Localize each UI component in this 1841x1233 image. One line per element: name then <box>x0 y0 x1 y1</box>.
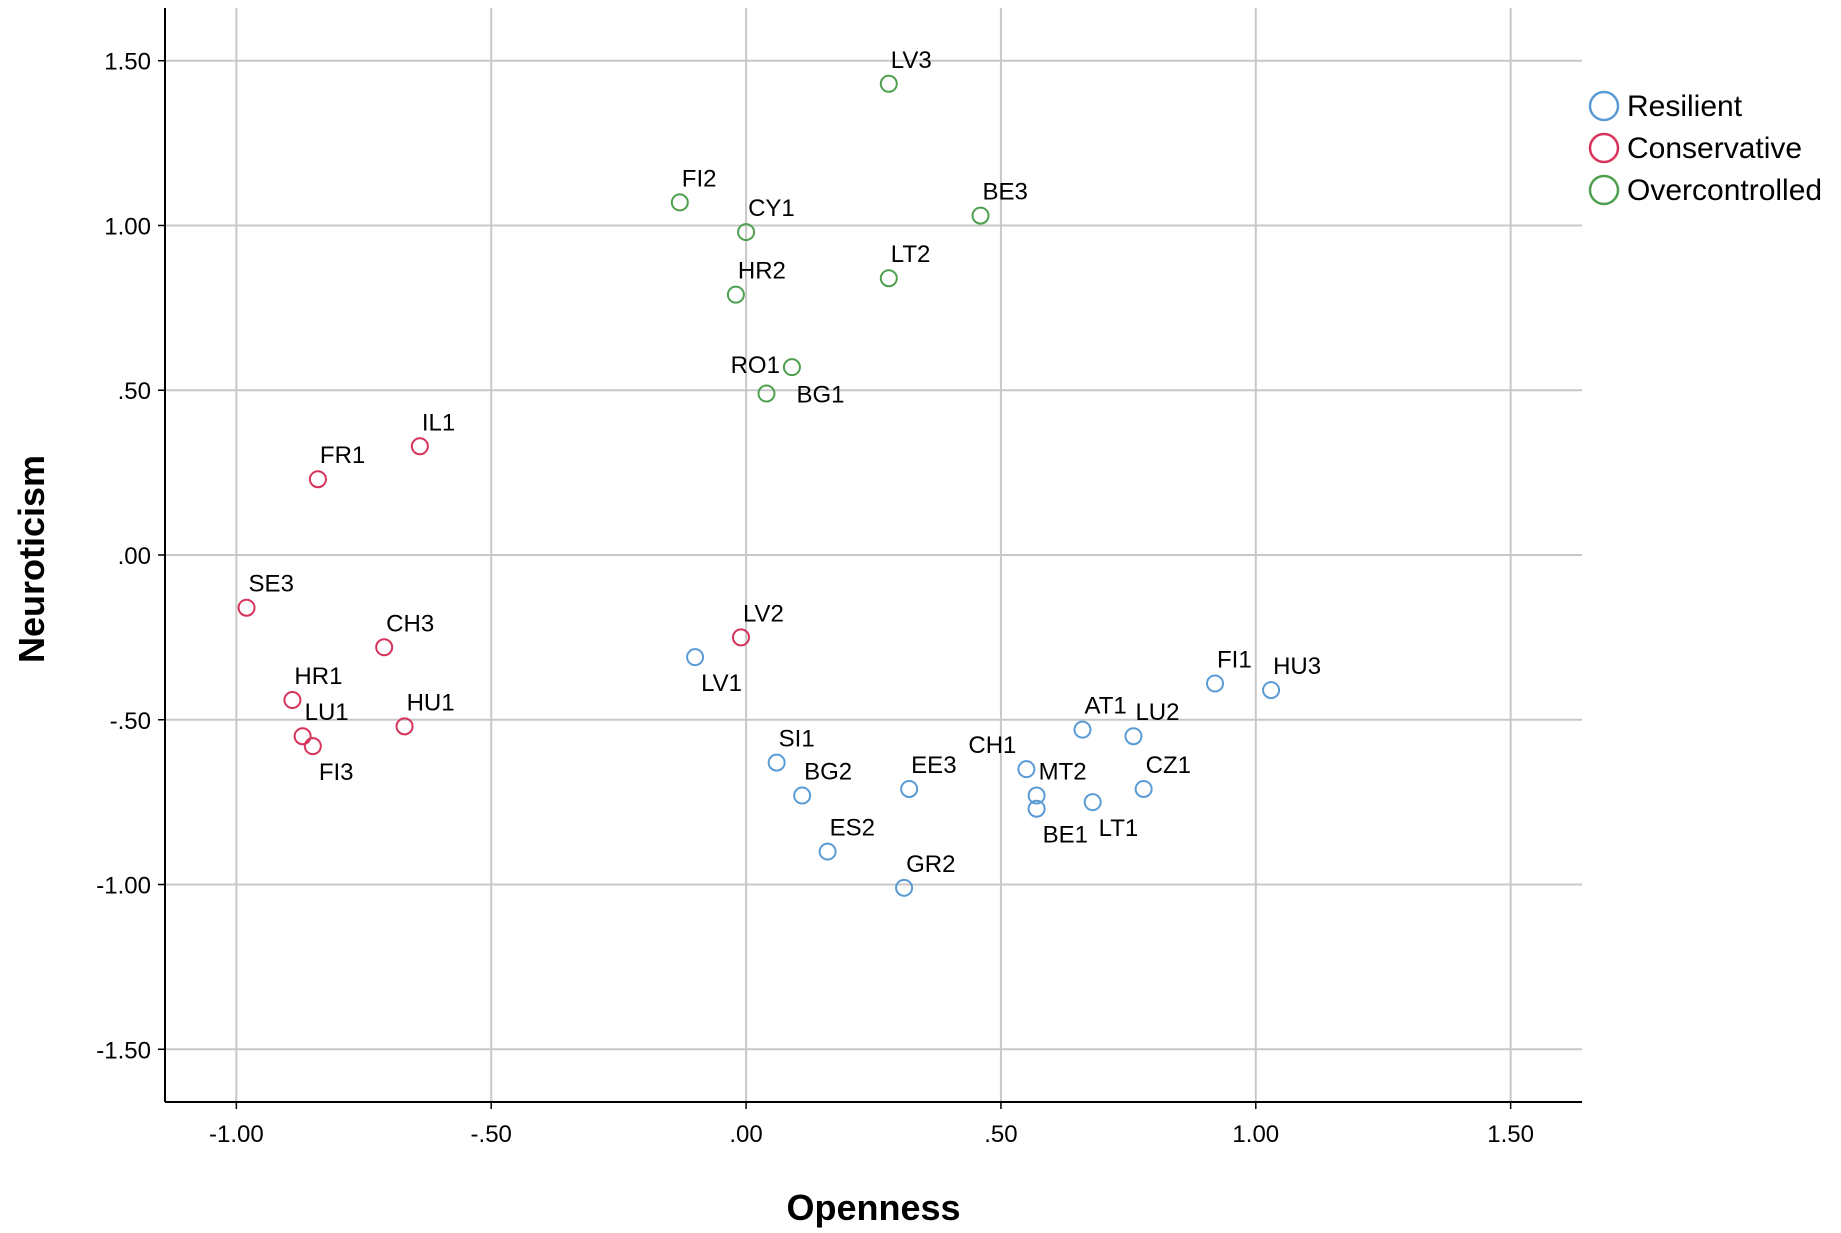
point-label-fr1: FR1 <box>320 442 365 469</box>
point-label-ch3: CH3 <box>386 610 434 637</box>
legend-marker-overcontrolled <box>1588 174 1620 206</box>
point-label-hu3: HU3 <box>1273 653 1321 680</box>
point-label-lt2: LT2 <box>891 241 931 268</box>
data-point-ro1 <box>782 358 801 377</box>
legend-marker-conservative <box>1588 132 1620 164</box>
data-point-gr2 <box>895 878 914 897</box>
data-point-hr2 <box>726 285 745 304</box>
legend-marker-resilient <box>1588 90 1620 122</box>
legend-label-resilient: Resilient <box>1627 90 1743 123</box>
data-point-be1 <box>1027 799 1046 818</box>
point-label-lu1: LU1 <box>305 699 349 726</box>
point-label-lu2: LU2 <box>1135 699 1179 726</box>
point-label-cz1: CZ1 <box>1146 752 1191 779</box>
data-point-si1 <box>767 753 786 772</box>
data-point-lu1 <box>293 727 312 746</box>
x-tick-labels: -1.00 -.50 .00 .50 1.00 1.50 <box>209 1121 1534 1148</box>
data-point-lv1 <box>686 648 705 667</box>
point-label-at1: AT1 <box>1084 693 1126 720</box>
point-label-es2: ES2 <box>830 815 875 842</box>
data-point-fi1 <box>1206 674 1225 693</box>
point-label-se3: SE3 <box>249 571 294 598</box>
x-tick-label: 1.50 <box>1487 1121 1534 1148</box>
point-label-lv1: LV1 <box>701 670 742 697</box>
point-label-bg1: BG1 <box>796 382 844 409</box>
x-tick-label: .00 <box>729 1121 762 1148</box>
y-tick-label: -.50 <box>110 708 151 735</box>
data-point-lu2 <box>1124 727 1143 746</box>
data-point-fi2 <box>670 193 689 212</box>
point-label-lv3: LV3 <box>891 47 932 74</box>
point-label-fi1: FI1 <box>1217 647 1252 674</box>
data-point-cy1 <box>737 223 756 242</box>
x-tick-label: -1.00 <box>209 1121 264 1148</box>
data-point-lt2 <box>879 269 898 288</box>
data-point-at1 <box>1073 720 1092 739</box>
data-point-mt2 <box>1027 786 1046 805</box>
y-tick-labels: 1.50 1.00 .50 .00 -.50 -1.00 -1.50 <box>96 49 151 1065</box>
legend: Resilient Conservative Overcontrolled <box>1588 90 1822 207</box>
data-point-ch1 <box>1017 760 1036 779</box>
data-point-lv3 <box>879 74 898 93</box>
x-tick-label: -.50 <box>471 1121 512 1148</box>
point-label-ee3: EE3 <box>911 752 956 779</box>
data-point-bg1 <box>757 384 776 403</box>
data-point-ch3 <box>375 638 394 657</box>
point-label-hu1: HU1 <box>407 689 455 716</box>
y-tick-label: 1.00 <box>104 213 151 240</box>
data-point-hr1 <box>283 690 302 709</box>
point-label-fi2: FI2 <box>682 165 717 192</box>
data-point-hu3 <box>1262 681 1281 700</box>
point-label-bg2: BG2 <box>804 759 852 786</box>
point-label-ro1: RO1 <box>731 352 780 379</box>
data-points <box>237 74 1281 897</box>
point-label-gr2: GR2 <box>906 851 955 878</box>
data-point-lv2 <box>731 628 750 647</box>
data-point-labels: LV1 SI1 BG2 ES2 EE3 GR2 CH1 MT2 BE1 AT1 LT1 LU2 CZ1 F… <box>249 47 1322 878</box>
data-point-bg2 <box>793 786 812 805</box>
data-point-be3 <box>971 206 990 225</box>
point-label-ch1: CH1 <box>968 732 1016 759</box>
horizontal-gridlines <box>165 59 1582 1051</box>
point-label-fi3: FI3 <box>319 759 354 786</box>
y-tick-label: -1.00 <box>96 873 151 900</box>
y-tick-label: -1.50 <box>96 1037 151 1064</box>
point-label-hr1: HR1 <box>294 663 342 690</box>
data-point-il1 <box>410 437 429 456</box>
data-point-fi3 <box>303 737 322 756</box>
data-point-fr1 <box>308 470 327 489</box>
y-tick-label: .50 <box>118 378 151 405</box>
data-point-ee3 <box>900 779 919 798</box>
point-label-mt2: MT2 <box>1039 759 1087 786</box>
axes <box>158 8 1582 1109</box>
point-label-si1: SI1 <box>779 726 815 753</box>
x-axis-title: Openness <box>786 1187 960 1228</box>
data-point-hu1 <box>395 717 414 736</box>
legend-label-conservative: Conservative <box>1627 132 1802 165</box>
x-tick-label: 1.00 <box>1232 1121 1279 1148</box>
point-label-be3: BE3 <box>983 179 1028 206</box>
data-point-se3 <box>237 598 256 617</box>
data-point-lt1 <box>1083 793 1102 812</box>
data-point-cz1 <box>1134 779 1153 798</box>
y-tick-label: 1.50 <box>104 49 151 76</box>
point-label-cy1: CY1 <box>748 195 795 222</box>
y-tick-label: .00 <box>118 543 151 570</box>
legend-label-overcontrolled: Overcontrolled <box>1627 174 1822 207</box>
point-label-be1: BE1 <box>1043 822 1088 849</box>
x-tick-label: .50 <box>984 1121 1017 1148</box>
point-label-hr2: HR2 <box>738 258 786 285</box>
y-axis-title: Neuroticism <box>11 455 52 663</box>
data-point-es2 <box>818 842 837 861</box>
point-label-lv2: LV2 <box>743 600 784 627</box>
point-label-il1: IL1 <box>422 409 455 436</box>
point-label-lt1: LT1 <box>1099 815 1139 842</box>
